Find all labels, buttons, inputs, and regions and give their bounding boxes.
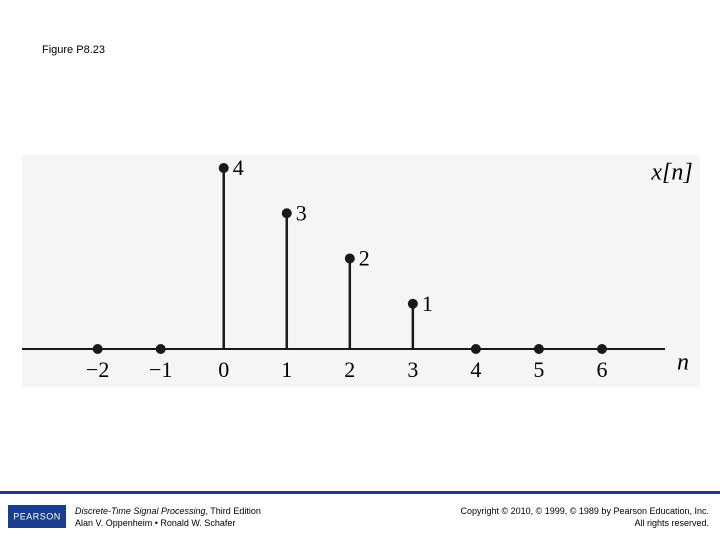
x-tick-label: 1 — [281, 357, 292, 382]
data-label: 2 — [359, 246, 370, 271]
stem-marker — [218, 163, 229, 173]
stem-marker — [407, 298, 418, 309]
logo-box — [8, 505, 66, 528]
footer-book: Discrete-Time Signal Processing, Third E… — [75, 505, 261, 529]
rights: All rights reserved. — [634, 518, 709, 528]
data-label: 1 — [422, 291, 433, 316]
logo: PEARSON — [13, 511, 61, 521]
data-label: 3 — [296, 200, 307, 225]
slide-title: Figure P8.23 — [42, 44, 105, 56]
x-tick-label: 0 — [218, 357, 229, 382]
x-tick-label: 6 — [596, 357, 607, 382]
x-tick-label: −2 — [86, 357, 109, 382]
stem-marker — [92, 344, 103, 354]
footer-copyright: Copyright © 2010, © 1999, © 1989 by Pear… — [460, 505, 709, 529]
book-title: Discrete-Time Signal Processing — [75, 506, 206, 516]
x-axis-label: n — [677, 350, 689, 376]
stem-marker — [344, 253, 355, 264]
x-tick-label: 2 — [344, 357, 355, 382]
x-tick-label: 5 — [533, 357, 544, 382]
data-label: 4 — [233, 155, 244, 180]
copyright: Copyright © 2010, © 1999, © 1989 by Pear… — [460, 506, 709, 516]
y-axis-label: x[n] — [650, 160, 692, 186]
x-tick-label: −1 — [149, 357, 172, 382]
stem-marker — [533, 344, 544, 354]
authors: Alan V. Oppenheim • Ronald W. Schafer — [75, 518, 236, 528]
stem-marker — [470, 344, 481, 354]
x-tick-label: 4 — [470, 357, 481, 382]
footer-rule — [0, 491, 720, 494]
edition: , Third Edition — [205, 506, 261, 516]
stem-marker — [281, 208, 292, 219]
x-tick-label: 3 — [407, 357, 418, 382]
stem-marker — [155, 344, 166, 354]
stem-marker — [596, 344, 607, 354]
